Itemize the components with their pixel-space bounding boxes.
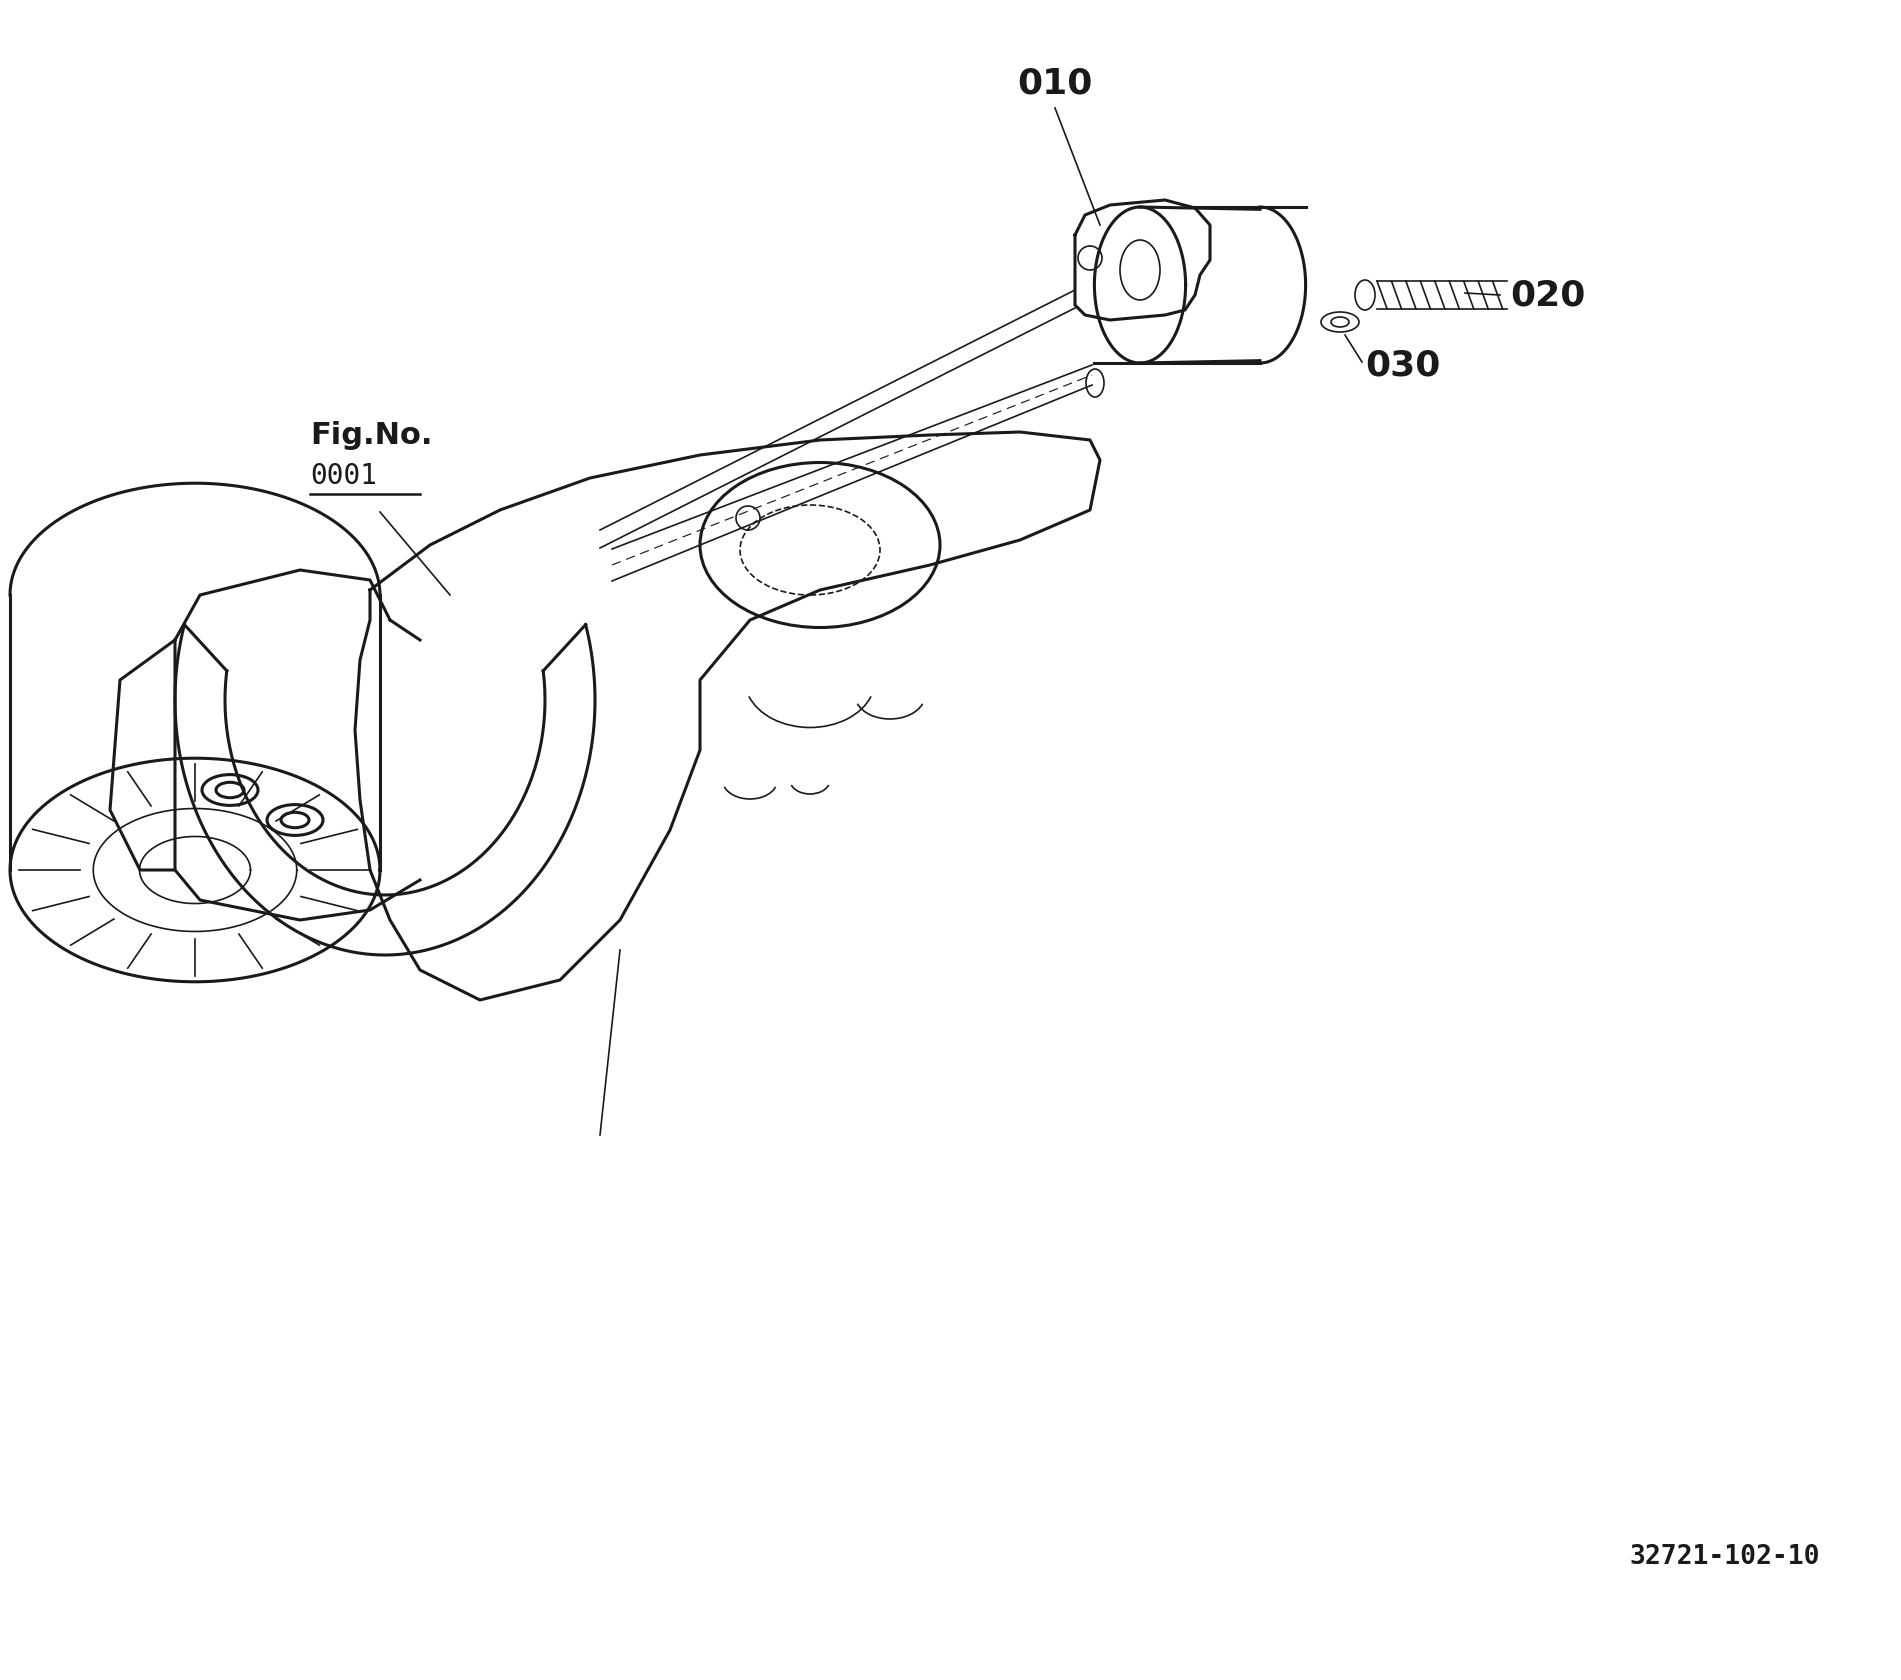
Text: 0001: 0001 <box>310 462 376 491</box>
Text: 030: 030 <box>1365 348 1441 381</box>
Text: 020: 020 <box>1509 277 1585 312</box>
Text: Fig.No.: Fig.No. <box>310 422 433 450</box>
Text: 010: 010 <box>1017 66 1093 101</box>
Text: 32721-102-10: 32721-102-10 <box>1629 1544 1819 1571</box>
